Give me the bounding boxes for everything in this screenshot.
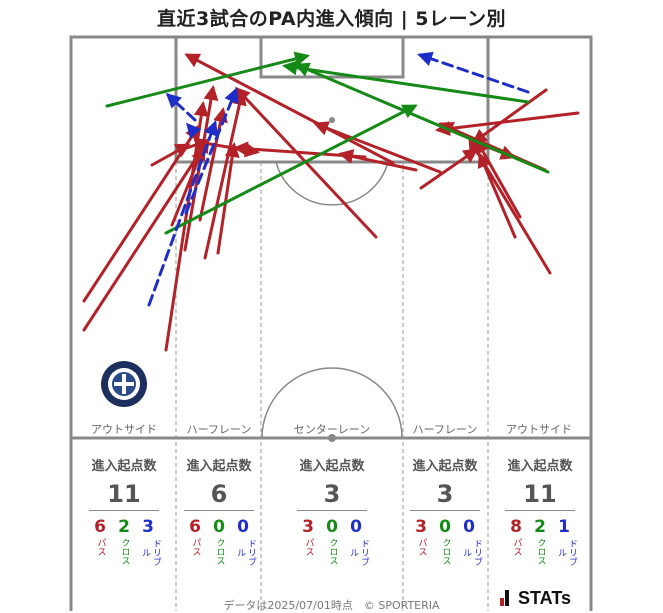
page-title: 直近3試合のPA内進入傾向 | 5レーン別 <box>156 8 507 30</box>
stats-total: 6 <box>184 480 254 511</box>
stats-breakdown: 6 パス 0 クロス 0 ドリブル <box>169 517 269 566</box>
stats-title: 進入起点数 <box>412 459 478 474</box>
stats-total: 11 <box>89 480 159 511</box>
arrows-layer <box>82 51 580 352</box>
stats-total: 3 <box>297 480 367 511</box>
lane-stats-outside-left: 進入起点数 11 6 パス 2 クロス 3 ドリブル <box>74 455 174 566</box>
cross-count: 2 クロス <box>118 517 130 565</box>
pass-arrow <box>203 90 247 260</box>
stats-total: 11 <box>505 480 575 511</box>
dribble-count: 1 ドリブル <box>556 517 577 566</box>
stats-title: 進入起点数 <box>91 459 157 474</box>
pass-arrow <box>82 137 210 332</box>
dribble-arrow <box>147 120 218 307</box>
penalty-area <box>174 35 490 164</box>
dribble-arrow <box>186 122 202 139</box>
club-crest-icon <box>101 361 147 407</box>
cross-count: 0 クロス <box>326 517 338 565</box>
stats-breakdown: 6 パス 2 クロス 3 ドリブル <box>74 517 174 566</box>
dribble-count: 3 ドリブル <box>140 517 161 566</box>
lane-dividers <box>175 162 489 611</box>
lane-stats-center: 進入起点数 3 3 パス 0 クロス 0 ドリブル <box>282 455 382 566</box>
pass-arrow <box>471 88 548 144</box>
pass-count: 6 パス <box>189 517 201 556</box>
pass-count: 6 パス <box>94 517 106 556</box>
lane-stats-halflane-right: 進入起点数 3 3 パス 0 クロス 0 ドリブル <box>395 455 495 566</box>
center-circle <box>261 367 403 439</box>
brand-logo: STATs <box>500 588 571 609</box>
dribble-count: 0 ドリブル <box>235 517 256 566</box>
goal-area <box>259 35 405 79</box>
cross-count: 2 クロス <box>534 517 546 565</box>
lane-label-halflane-right: ハーフレーン <box>412 423 478 436</box>
penalty-spot <box>329 117 335 123</box>
pass-count: 8 パス <box>510 517 522 556</box>
footer-note: データは2025/07/01時点 © SPORTERIA <box>223 599 440 612</box>
pass-arrow <box>435 111 580 136</box>
lane-label-halflane-left: ハーフレーン <box>186 423 252 436</box>
pass-arrow <box>477 152 517 239</box>
pass-arrow <box>216 142 240 255</box>
pass-arrow <box>198 107 228 222</box>
pass-count: 3 パス <box>415 517 427 556</box>
lane-stats-halflane-left: 進入起点数 6 6 パス 0 クロス 0 ドリブル <box>169 455 269 566</box>
dribble-arrow <box>184 87 239 215</box>
lane-label-outside-right: アウトサイド <box>506 423 572 436</box>
cross-arrow <box>294 62 550 174</box>
brand-text: STATs <box>518 588 571 608</box>
cross-count: 0 クロス <box>439 517 451 565</box>
stats-title: 進入起点数 <box>186 459 252 474</box>
stats-breakdown: 3 パス 0 クロス 0 ドリブル <box>395 517 495 566</box>
penalty-arc <box>275 161 389 206</box>
pass-arrow <box>338 149 418 172</box>
stats-title: 進入起点数 <box>299 459 365 474</box>
cross-arrow <box>282 60 530 104</box>
dribble-count: 0 ドリブル <box>348 517 369 566</box>
pass-arrow <box>419 148 479 190</box>
stats-title: 進入起点数 <box>507 459 573 474</box>
lane-label-center: センターレーン <box>293 423 371 436</box>
stats-logo-icon <box>500 590 514 606</box>
stats-breakdown: 8 パス 2 クロス 1 ドリブル <box>490 517 590 566</box>
stats-total: 3 <box>410 480 480 511</box>
dribble-arrow <box>165 92 197 122</box>
dribble-count: 0 ドリブル <box>461 517 482 566</box>
dribble-arrow <box>417 51 530 94</box>
cross-arrow <box>164 104 418 235</box>
lane-stats-outside-right: 進入起点数 11 8 パス 2 クロス 1 ドリブル <box>490 455 590 566</box>
pass-arrow <box>313 121 442 174</box>
pass-arrow <box>475 138 522 219</box>
pass-arrow <box>170 145 206 227</box>
cross-count: 0 クロス <box>213 517 225 565</box>
pass-count: 3 パス <box>302 517 314 556</box>
pass-arrow <box>184 53 395 165</box>
lane-label-outside-left: アウトサイド <box>91 423 157 436</box>
cross-arrow <box>105 51 310 108</box>
center-spot <box>328 434 336 442</box>
stats-breakdown: 3 パス 0 クロス 0 ドリブル <box>282 517 382 566</box>
